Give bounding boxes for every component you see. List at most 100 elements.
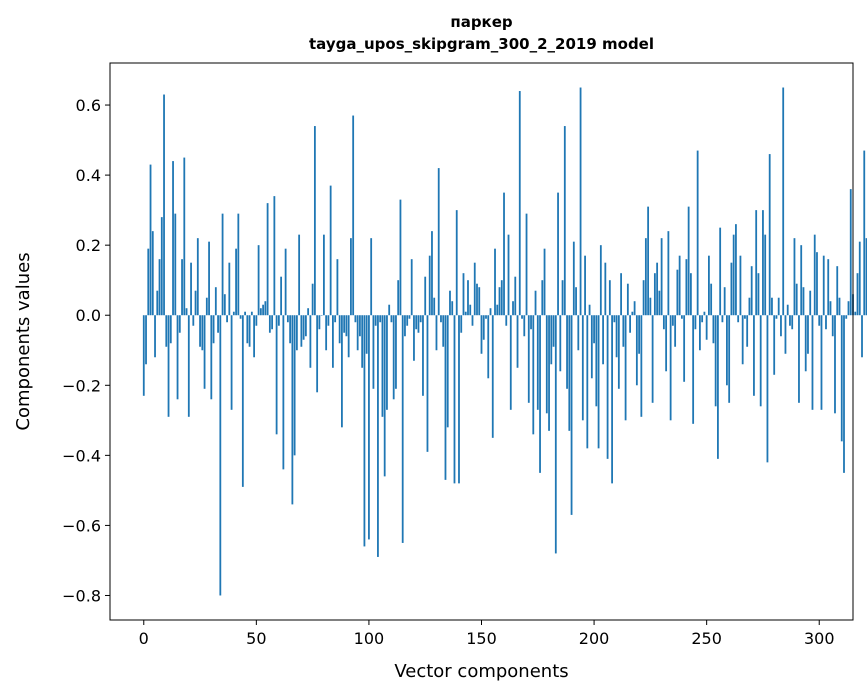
bar (356, 315, 359, 351)
bar (759, 315, 762, 407)
y-axis-label: Components values (13, 252, 34, 430)
bar (291, 315, 294, 505)
bar (181, 259, 183, 316)
bar (433, 297, 436, 316)
bar (771, 297, 773, 316)
bar (588, 304, 591, 316)
bar (816, 252, 818, 316)
x-tick-label: 100 (354, 629, 385, 648)
bar (268, 315, 271, 333)
bar (586, 315, 589, 449)
bar (372, 315, 375, 389)
bar (753, 315, 755, 396)
bar (541, 280, 544, 316)
bar (689, 273, 692, 316)
bar (656, 262, 659, 316)
bar (440, 315, 442, 323)
bar (773, 315, 776, 375)
bar (536, 315, 539, 410)
bar (458, 315, 460, 484)
bar (489, 308, 492, 316)
bar (241, 315, 244, 487)
bar (768, 154, 771, 316)
bar (154, 315, 156, 358)
bar (683, 315, 686, 382)
bar (581, 315, 584, 421)
bar (597, 315, 600, 449)
bar (250, 311, 253, 316)
bar (750, 266, 753, 316)
bar (775, 315, 778, 319)
bar (449, 290, 451, 316)
chart-title-word: паркер (450, 13, 513, 31)
bar (570, 315, 573, 515)
bar (719, 227, 722, 316)
bar (478, 287, 481, 316)
bar (444, 315, 447, 480)
bar (825, 315, 827, 330)
bar (343, 315, 346, 333)
bar (169, 315, 172, 344)
bar (543, 248, 546, 316)
bar (836, 266, 839, 316)
bar (399, 199, 402, 316)
bar (820, 315, 823, 410)
bar (404, 315, 406, 337)
bar (460, 315, 463, 333)
bar (165, 315, 168, 347)
bar (714, 315, 717, 407)
bar (325, 315, 328, 351)
bar (710, 283, 713, 316)
bar (293, 315, 296, 456)
bar (577, 315, 580, 351)
bar (386, 315, 388, 410)
bar (392, 315, 395, 400)
bar (147, 248, 150, 316)
bar (205, 297, 208, 316)
bar (604, 262, 607, 316)
bar (523, 315, 526, 337)
bar (532, 315, 535, 435)
bar (201, 315, 204, 351)
bar (512, 301, 514, 316)
x-tick-label: 50 (246, 629, 266, 648)
bar (336, 259, 339, 316)
bar (329, 185, 332, 316)
bar (354, 315, 357, 323)
bar (397, 280, 400, 316)
bar (712, 315, 715, 344)
x-axis-label: Vector components (394, 661, 568, 682)
bar (413, 315, 415, 361)
bar (863, 150, 866, 316)
bar (239, 315, 242, 319)
bar (185, 308, 188, 316)
bar (696, 150, 699, 316)
bar (514, 276, 517, 316)
bar (730, 262, 733, 316)
bar (791, 315, 794, 330)
bar (255, 315, 258, 326)
bar (338, 315, 341, 344)
bar (800, 245, 803, 316)
bar (503, 192, 505, 316)
bar (212, 315, 215, 344)
bar (223, 294, 226, 316)
bar (838, 297, 841, 316)
bar (550, 315, 553, 365)
bar (419, 315, 422, 323)
bar (156, 290, 159, 316)
bar (304, 315, 307, 337)
bar (167, 315, 170, 417)
bar (638, 315, 641, 354)
bar (214, 287, 217, 316)
bar (865, 238, 867, 316)
bar (703, 311, 706, 316)
bar (795, 283, 798, 316)
bar (469, 304, 472, 316)
bar (295, 315, 298, 351)
bar (494, 248, 496, 316)
bar (559, 315, 562, 372)
bar (406, 315, 409, 326)
bar (149, 164, 152, 316)
bar (178, 315, 181, 333)
